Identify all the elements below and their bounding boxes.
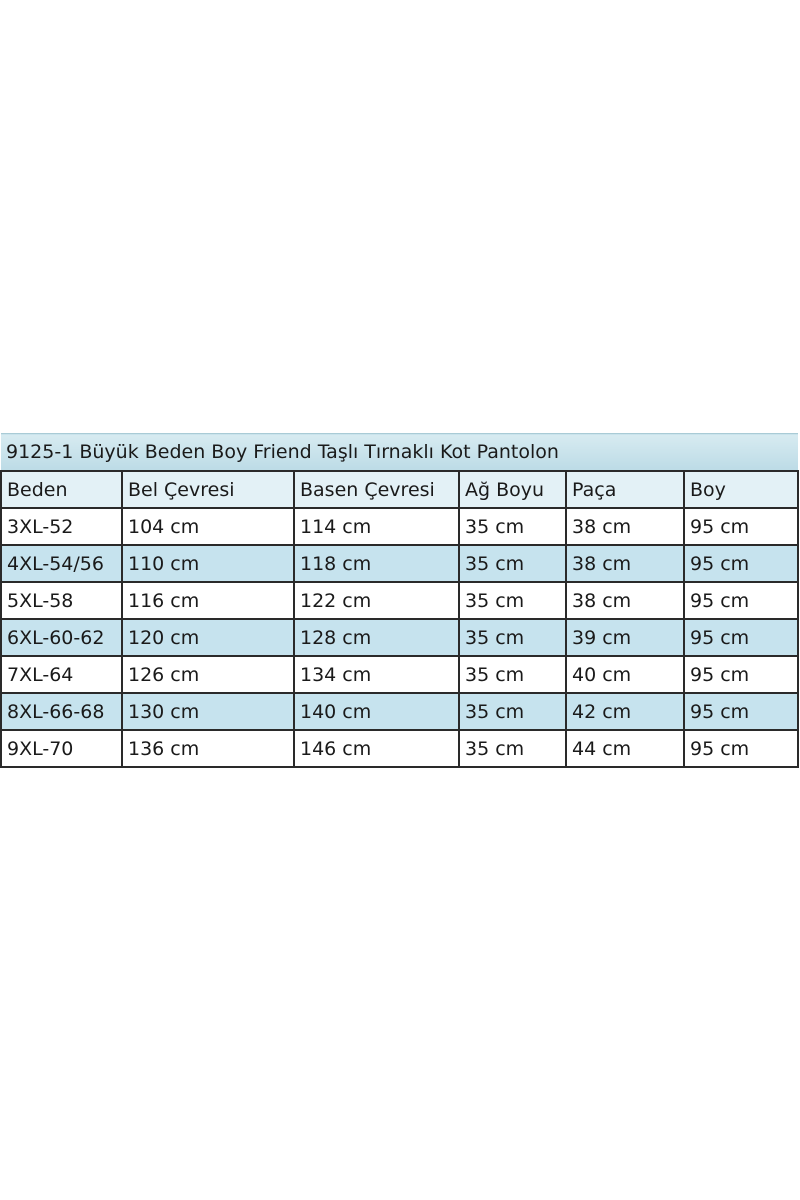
column-header: Basen Çevresi [293, 470, 460, 509]
table-cell: 95 cm [683, 729, 799, 768]
table-cell: 3XL-52 [0, 507, 123, 546]
table-cell: 39 cm [565, 618, 685, 657]
column-header: Bel Çevresi [121, 470, 295, 509]
table-cell: 9XL-70 [0, 729, 123, 768]
table-header-row: Beden Bel Çevresi Basen Çevresi Ağ Boyu Paça… [0, 470, 799, 509]
column-header: Paça [565, 470, 685, 509]
column-header: Boy [683, 470, 799, 509]
table-cell: 35 cm [458, 655, 567, 694]
table-cell: 126 cm [121, 655, 295, 694]
table-cell: 134 cm [293, 655, 460, 694]
table-cell: 4XL-54/56 [0, 544, 123, 583]
table-cell: 118 cm [293, 544, 460, 583]
table-row: 3XL-52 104 cm 114 cm 35 cm 38 cm 95 cm [0, 507, 799, 546]
table-row: 9XL-70 136 cm 146 cm 35 cm 44 cm 95 cm [0, 729, 799, 768]
table-cell: 95 cm [683, 655, 799, 694]
table-cell: 42 cm [565, 692, 685, 731]
table-cell: 8XL-66-68 [0, 692, 123, 731]
table-cell: 35 cm [458, 729, 567, 768]
column-header: Beden [0, 470, 123, 509]
table-cell: 130 cm [121, 692, 295, 731]
table-cell: 95 cm [683, 581, 799, 620]
table-cell: 35 cm [458, 692, 567, 731]
table-cell: 6XL-60-62 [0, 618, 123, 657]
table-row: 4XL-54/56 110 cm 118 cm 35 cm 38 cm 95 cm [0, 544, 799, 583]
table-cell: 44 cm [565, 729, 685, 768]
table-cell: 116 cm [121, 581, 295, 620]
table-cell: 5XL-58 [0, 581, 123, 620]
table-cell: 120 cm [121, 618, 295, 657]
table-cell: 146 cm [293, 729, 460, 768]
table-cell: 114 cm [293, 507, 460, 546]
table-row: 7XL-64 126 cm 134 cm 35 cm 40 cm 95 cm [0, 655, 799, 694]
size-chart-table: 9125-1 Büyük Beden Boy Friend Taşlı Tırn… [0, 433, 799, 768]
table-cell: 95 cm [683, 692, 799, 731]
table-row: 8XL-66-68 130 cm 140 cm 35 cm 42 cm 95 cm [0, 692, 799, 731]
table-cell: 38 cm [565, 544, 685, 583]
table-cell: 136 cm [121, 729, 295, 768]
table-cell: 35 cm [458, 618, 567, 657]
column-header: Ağ Boyu [458, 470, 567, 509]
table-row: 6XL-60-62 120 cm 128 cm 35 cm 39 cm 95 cm [0, 618, 799, 657]
table-row: 5XL-58 116 cm 122 cm 35 cm 38 cm 95 cm [0, 581, 799, 620]
table-cell: 35 cm [458, 507, 567, 546]
table-cell: 35 cm [458, 544, 567, 583]
table-cell: 128 cm [293, 618, 460, 657]
table-cell: 110 cm [121, 544, 295, 583]
table-cell: 35 cm [458, 581, 567, 620]
table-title: 9125-1 Büyük Beden Boy Friend Taşlı Tırn… [1, 433, 798, 472]
table-title-row: 9125-1 Büyük Beden Boy Friend Taşlı Tırn… [1, 433, 798, 472]
table-cell: 95 cm [683, 618, 799, 657]
table-cell: 122 cm [293, 581, 460, 620]
table-cell: 104 cm [121, 507, 295, 546]
table-cell: 40 cm [565, 655, 685, 694]
table-cell: 95 cm [683, 544, 799, 583]
table-cell: 38 cm [565, 507, 685, 546]
table-cell: 95 cm [683, 507, 799, 546]
table-cell: 140 cm [293, 692, 460, 731]
table-cell: 38 cm [565, 581, 685, 620]
table-cell: 7XL-64 [0, 655, 123, 694]
